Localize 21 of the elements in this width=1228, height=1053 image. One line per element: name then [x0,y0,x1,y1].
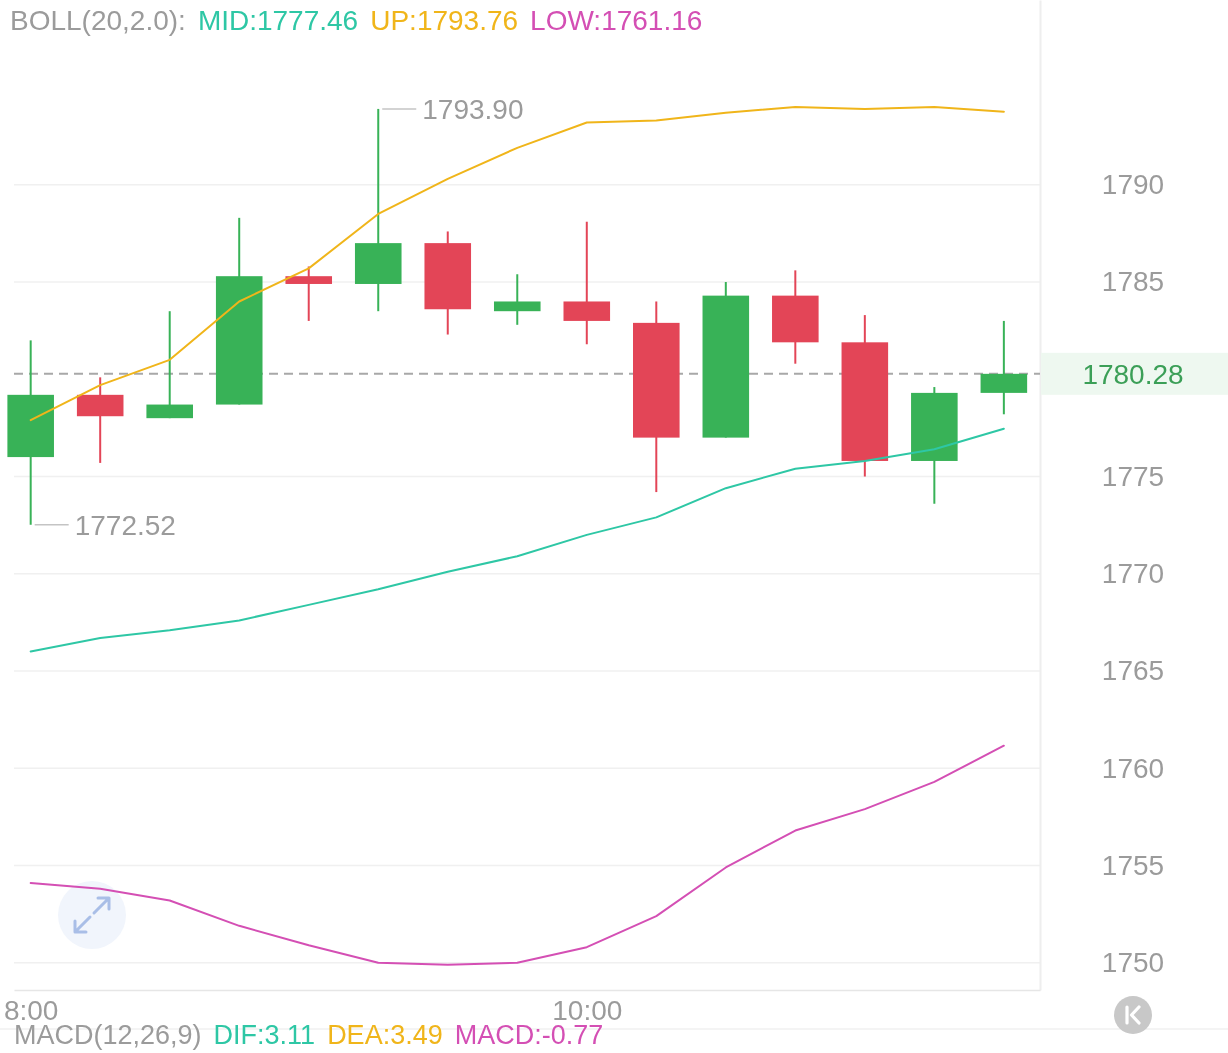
y-tick-label: 1785 [1101,266,1165,298]
text: MID:1777.46 [197,5,359,36]
y-tick-label: 1765 [1101,655,1165,687]
line-series [29,744,1005,966]
y-tick-label: 1755 [1101,849,1165,881]
text: DIF:3.11 [213,1020,316,1050]
y-tick-label: 1750 [1101,947,1165,979]
text: LOW:1761.16 [530,5,703,36]
y-tick-label: 1760 [1101,752,1165,784]
annotation: 1780.28 [1082,358,1184,390]
y-tick-label: 1770 [1101,558,1165,590]
candlestick [493,273,541,326]
annotation: 1793.90 [422,93,524,125]
text: DEA:3.49 [327,1020,443,1050]
legend-title: BOLL(20,2.0): [10,5,186,36]
annotation: 1772.52 [74,509,176,541]
candlestick [285,265,333,322]
text: UP:1793.76 [370,5,519,36]
y-tick-label: 1790 [1101,169,1165,201]
line-series [29,427,1005,653]
y-tick-label: 1775 [1101,460,1165,492]
